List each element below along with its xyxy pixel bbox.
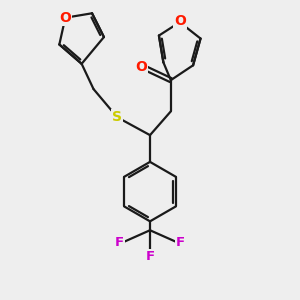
Text: F: F (146, 250, 154, 262)
Text: F: F (115, 236, 124, 249)
Text: O: O (174, 14, 186, 28)
Text: O: O (135, 60, 147, 74)
Text: O: O (59, 11, 71, 25)
Text: S: S (112, 110, 122, 124)
Text: F: F (176, 236, 185, 249)
